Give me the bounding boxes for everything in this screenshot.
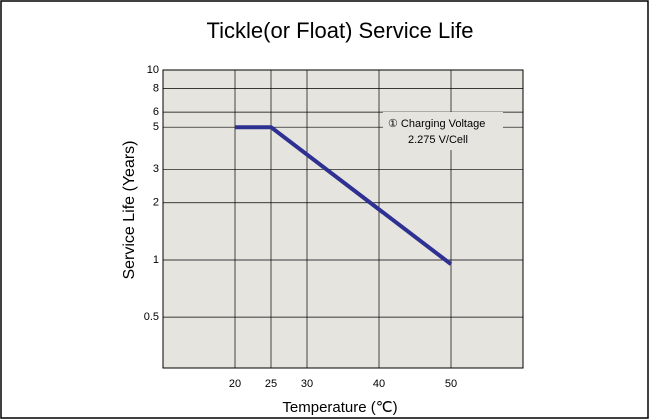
x-tick-label: 25 bbox=[265, 378, 277, 390]
y-tick-label: 8 bbox=[153, 82, 159, 94]
x-tick-label: 30 bbox=[301, 378, 313, 390]
y-tick-label: 5 bbox=[153, 121, 159, 133]
annotation: ① Charging Voltage bbox=[388, 118, 485, 130]
y-axis-label: Service Life (Years) bbox=[121, 140, 138, 279]
chart-title: Tickle(or Float) Service Life bbox=[207, 18, 474, 43]
annotation-box bbox=[383, 112, 503, 150]
x-axis-label: Temperature (℃) bbox=[282, 399, 397, 416]
y-tick-label: 1 bbox=[153, 254, 159, 266]
y-tick-label: 10 bbox=[147, 64, 159, 76]
x-tick-label: 20 bbox=[229, 378, 241, 390]
annotation: 2.275 V/Cell bbox=[408, 134, 468, 146]
x-tick-label: 40 bbox=[373, 378, 385, 390]
x-tick-label: 50 bbox=[445, 378, 457, 390]
y-tick-label: 6 bbox=[153, 106, 159, 118]
y-tick-label: 3 bbox=[153, 163, 159, 175]
data-line bbox=[235, 125, 453, 266]
y-tick-label: 2 bbox=[153, 197, 159, 209]
y-tick-label: 0.5 bbox=[144, 311, 159, 323]
